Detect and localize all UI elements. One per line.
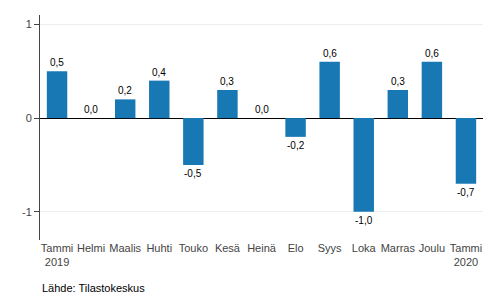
svg-text:Maalis: Maalis: [109, 242, 141, 254]
svg-text:0,6: 0,6: [323, 48, 337, 59]
svg-text:0,6: 0,6: [425, 48, 439, 59]
svg-text:Marras: Marras: [381, 242, 416, 254]
svg-text:-1,0: -1,0: [355, 215, 373, 226]
svg-text:-1: -1: [22, 206, 32, 218]
svg-text:Tammi2019: Tammi2019: [41, 242, 73, 268]
svg-text:Huhti: Huhti: [146, 242, 172, 254]
svg-text:0,3: 0,3: [220, 76, 234, 87]
svg-text:0,3: 0,3: [391, 76, 405, 87]
svg-text:0,2: 0,2: [118, 85, 132, 96]
svg-text:-0,2: -0,2: [287, 140, 305, 151]
svg-text:Syys: Syys: [318, 242, 342, 254]
svg-text:0,4: 0,4: [152, 67, 166, 78]
svg-text:-0,7: -0,7: [457, 187, 475, 198]
svg-text:Joulu: Joulu: [419, 242, 445, 254]
svg-text:Heinä: Heinä: [247, 242, 277, 254]
svg-text:Loka: Loka: [352, 242, 377, 254]
svg-text:0: 0: [26, 112, 32, 124]
svg-text:0,0: 0,0: [84, 104, 98, 115]
svg-text:-0,5: -0,5: [184, 168, 202, 179]
svg-text:0,0: 0,0: [255, 104, 269, 115]
svg-text:Helmi: Helmi: [77, 242, 105, 254]
svg-text:Elo: Elo: [288, 242, 304, 254]
svg-text:Kesä: Kesä: [215, 242, 241, 254]
svg-text:Tammi2020: Tammi2020: [450, 242, 482, 268]
svg-text:0,5: 0,5: [50, 57, 64, 68]
svg-text:1: 1: [26, 18, 32, 30]
svg-text:Touko: Touko: [179, 242, 208, 254]
svg-text:Lähde: Tilastokeskus: Lähde: Tilastokeskus: [42, 282, 145, 294]
